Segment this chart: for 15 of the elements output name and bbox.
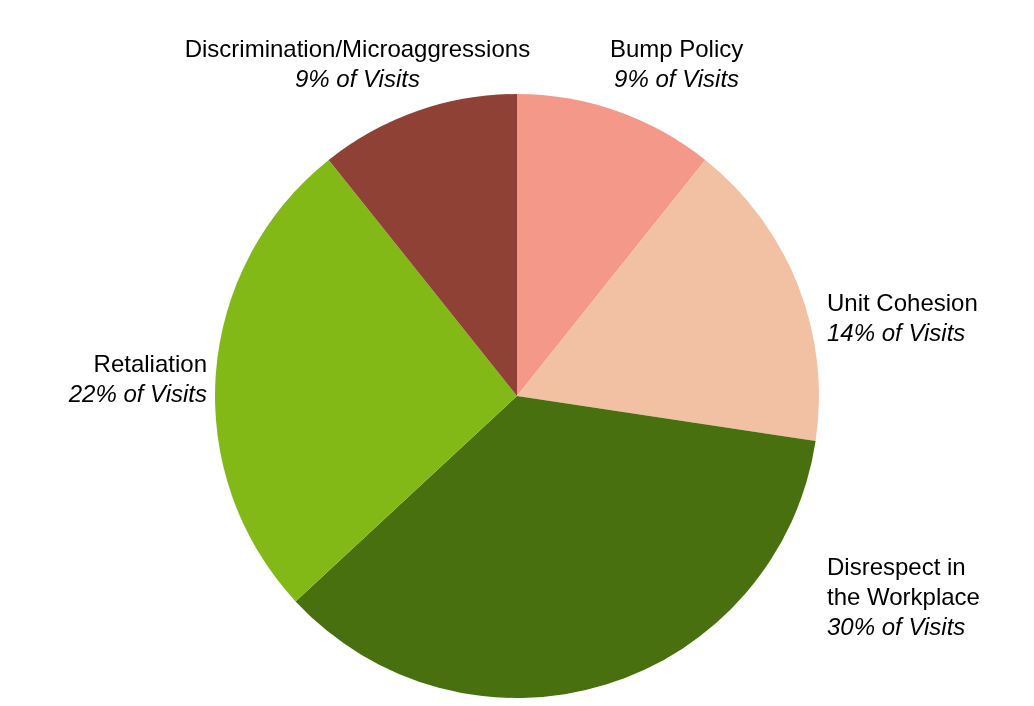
data-label: 9% of Visits xyxy=(294,65,420,92)
pie-slice xyxy=(517,94,706,396)
data-label: 22% of Visits xyxy=(67,380,207,408)
data-label: 30% of Visits xyxy=(827,613,966,641)
slice-label: Bump Policy xyxy=(609,35,744,62)
pie-slice xyxy=(517,159,819,442)
slice-label: Retaliation xyxy=(93,350,207,378)
slice-label: Unit Cohesion xyxy=(827,288,978,316)
pie-slice xyxy=(295,396,816,698)
pie-slice xyxy=(215,159,517,602)
slice-label: Disrespect in the Workplace xyxy=(827,553,980,611)
data-label: 9% of Visits xyxy=(614,65,740,92)
pie-slice xyxy=(328,94,517,396)
slice-label: Discrimination/Microaggressions xyxy=(184,35,531,62)
data-label: 14% of Visits xyxy=(827,318,966,346)
